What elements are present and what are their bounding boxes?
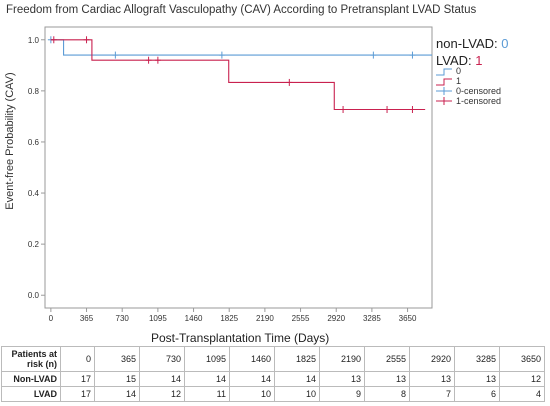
risk-table-cell: 10 xyxy=(274,386,320,402)
legend-item-1: 1 xyxy=(434,76,514,86)
y-tick-label: 0.4 xyxy=(28,189,40,198)
x-tick-label: 0 xyxy=(49,314,54,323)
risk-table-cell: 3650 xyxy=(499,346,545,372)
x-tick-label: 2190 xyxy=(256,314,274,323)
risk-table-cell: 14 xyxy=(229,371,275,387)
plot-frame xyxy=(44,26,433,309)
y-tick-label: 0.2 xyxy=(28,240,40,249)
risk-table-cell: 15 xyxy=(94,371,140,387)
group-annotation-label-1: LVAD: xyxy=(436,53,472,68)
y-tick-label: 0.0 xyxy=(28,291,40,300)
group-annotation-label-0: non-LVAD: xyxy=(436,36,498,51)
legend-swatch-0 xyxy=(436,68,452,76)
risk-table-cell: 3285 xyxy=(454,346,500,372)
legend-item-3: 1-censored xyxy=(434,96,514,106)
risk-table-cell: 2555 xyxy=(364,346,410,372)
risk-table-row-header: LVAD xyxy=(1,386,61,402)
group-annotation-value-1: 1 xyxy=(475,53,483,68)
chart-title: Freedom from Cardiac Allograft Vasculopa… xyxy=(6,4,477,16)
risk-table-cell: 9 xyxy=(319,386,365,402)
risk-table-cell: 14 xyxy=(94,386,140,402)
x-tick-label: 1460 xyxy=(185,314,203,323)
risk-table-cell: 14 xyxy=(274,371,320,387)
legend-label-1: 1 xyxy=(456,76,462,86)
group-annotation-row-1: LVAD: 1 xyxy=(436,52,509,69)
x-tick-label: 3650 xyxy=(399,314,417,323)
risk-table-cell: 11 xyxy=(184,386,230,402)
risk-table-row: LVAD 17 14 12 11 10 10 9 8 7 6 4 xyxy=(1,386,545,402)
risk-table-cell: 4 xyxy=(499,386,545,402)
risk-table-row: Patients at risk (n) 0 365 730 1095 1460 1825 2… xyxy=(1,346,545,372)
legend-item-0: 0 xyxy=(434,66,514,76)
y-tick-label: 0.8 xyxy=(28,87,40,96)
risk-table-cell: 12 xyxy=(139,386,185,402)
risk-table-cell: 1460 xyxy=(229,346,275,372)
risk-table-cell: 17 xyxy=(60,386,95,402)
y-tick-label: 0.6 xyxy=(28,138,40,147)
risk-table-cell: 6 xyxy=(454,386,500,402)
legend-swatch-1 xyxy=(436,78,452,86)
risk-table-row-header: Non-LVAD xyxy=(1,371,61,387)
risk-table-cell: 0 xyxy=(60,346,95,372)
x-tick-label: 3285 xyxy=(363,314,381,323)
risk-table-cell: 17 xyxy=(60,371,95,387)
risk-table-cell: 2920 xyxy=(409,346,455,372)
group-annotation-row-0: non-LVAD: 0 xyxy=(436,35,509,52)
legend-item-2: 0-censored xyxy=(434,86,514,96)
km-plot: 0 365 730 1095 1460 1825 2190 2555 2920 3285 3650 0… xyxy=(28,26,433,323)
risk-table-cell: 1095 xyxy=(184,346,230,372)
legend-label-2: 0-censored xyxy=(456,86,502,96)
risk-table-cell: 14 xyxy=(184,371,230,387)
series-0-line xyxy=(50,39,432,56)
risk-table-cell: 2190 xyxy=(319,346,365,372)
risk-table-cell: 1825 xyxy=(274,346,320,372)
x-tick-label: 365 xyxy=(80,314,94,323)
x-tick-label: 730 xyxy=(116,314,130,323)
risk-table-cell: 365 xyxy=(94,346,140,372)
risk-table-cell: 10 xyxy=(229,386,275,402)
group-annotation: non-LVAD: 0 LVAD: 1 xyxy=(436,35,509,69)
chart-legend: 0 1 0-censored 1-censored xyxy=(434,66,514,106)
risk-table-cell: 8 xyxy=(364,386,410,402)
legend-label-3: 1-censored xyxy=(456,96,502,106)
series-1-line xyxy=(50,39,426,111)
legend-swatch-2 xyxy=(436,87,452,95)
risk-table-cell: 13 xyxy=(454,371,500,387)
risk-table: Patients at risk (n) 0 365 730 1095 1460 1825 2… xyxy=(1,346,545,402)
legend-label-0: 0 xyxy=(456,66,462,76)
risk-table-row: Non-LVAD 17 15 14 14 14 14 13 13 13 13 12 xyxy=(1,371,545,387)
risk-table-cell: 13 xyxy=(409,371,455,387)
x-tick-label: 1095 xyxy=(149,314,167,323)
x-tick-label: 1825 xyxy=(220,314,238,323)
x-axis-label: Post-Transplantation Time (Days) xyxy=(151,331,330,345)
risk-table-cell: 730 xyxy=(139,346,185,372)
group-annotation-value-0: 0 xyxy=(501,36,509,51)
risk-table-cell: 12 xyxy=(499,371,545,387)
risk-table-cell: 13 xyxy=(364,371,410,387)
risk-table-row-header: Patients at risk (n) xyxy=(1,346,61,372)
y-tick-label: 1.0 xyxy=(28,36,40,45)
x-tick-label: 2555 xyxy=(292,314,310,323)
risk-table-cell: 7 xyxy=(409,386,455,402)
x-tick-label: 2920 xyxy=(327,314,345,323)
risk-table-cell: 13 xyxy=(319,371,365,387)
risk-table-cell: 14 xyxy=(139,371,185,387)
legend-swatch-3 xyxy=(436,97,452,105)
